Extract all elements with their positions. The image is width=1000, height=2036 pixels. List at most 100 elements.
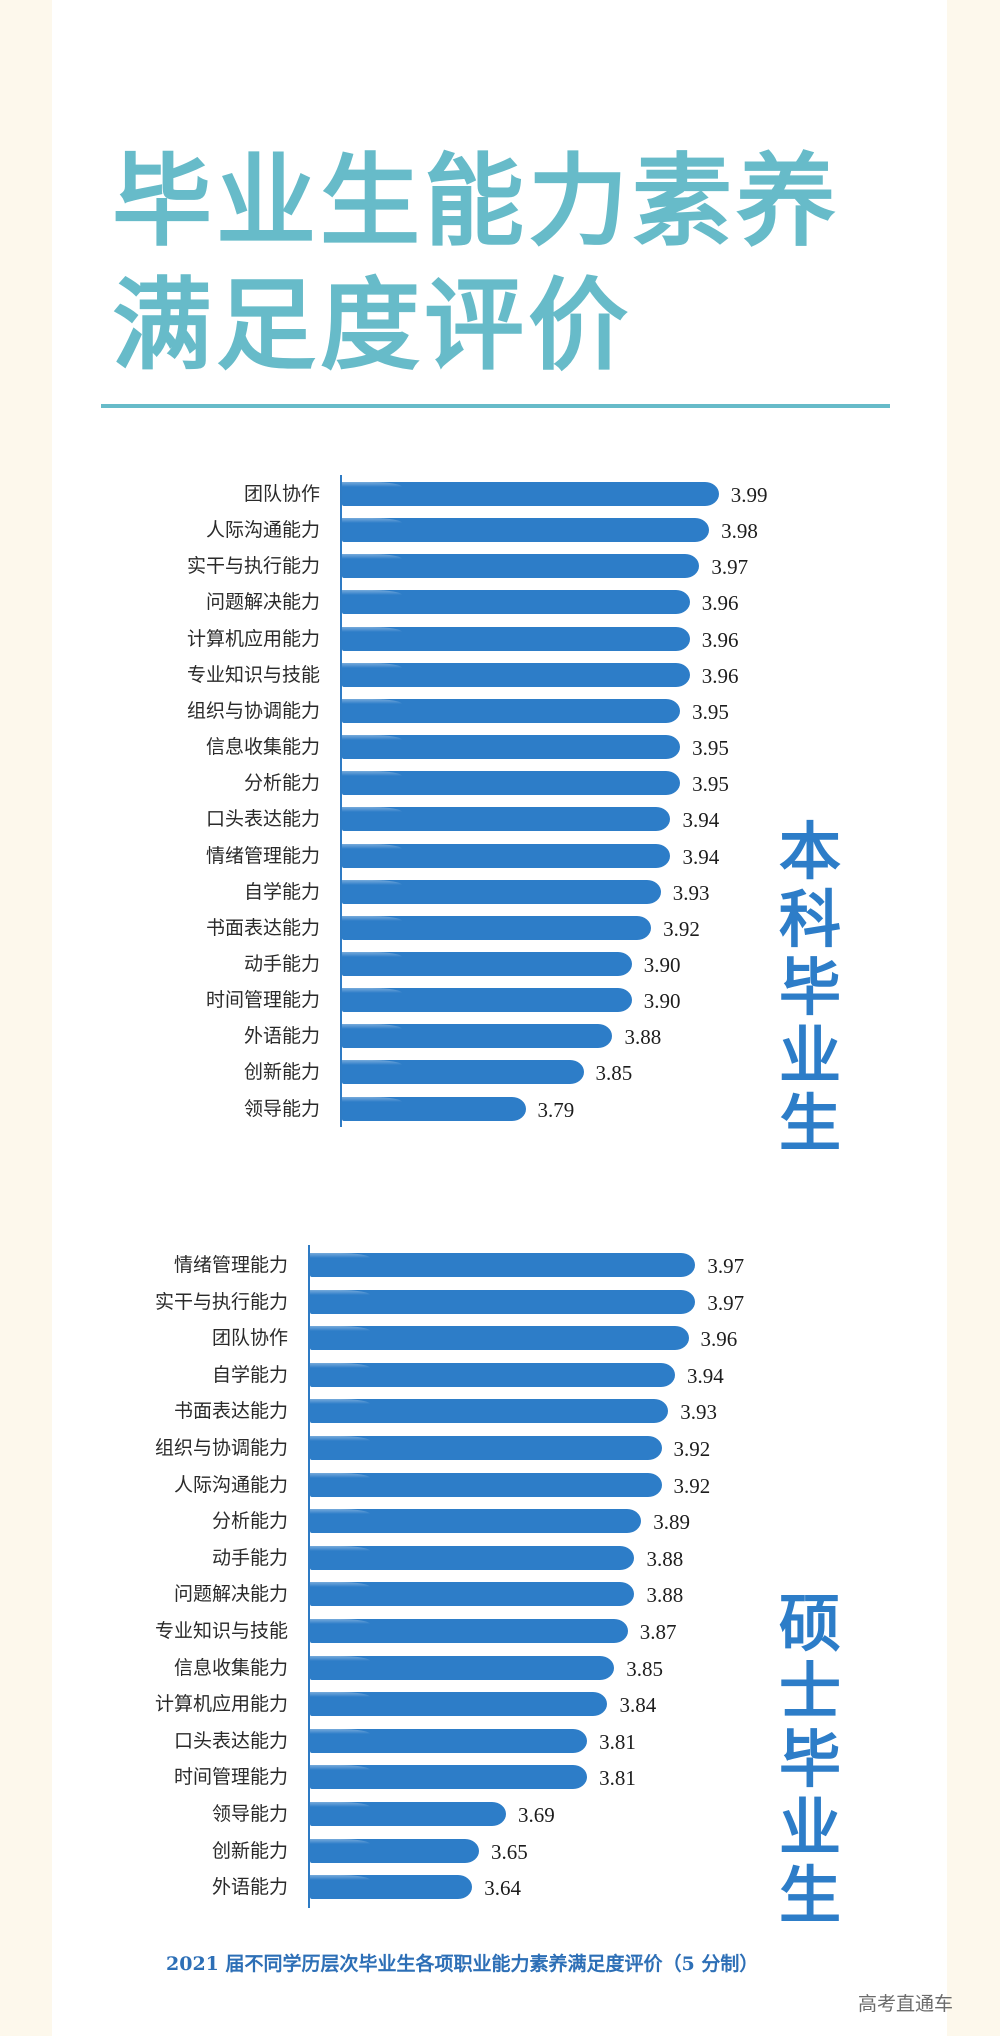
bar-row: 创新能力 3.65 bbox=[0, 1838, 1000, 1864]
value-label: 3.69 bbox=[518, 1803, 555, 1827]
category-label: 计算机应用能力 bbox=[186, 627, 320, 650]
bar bbox=[310, 1655, 615, 1680]
category-label: 口头表达能力 bbox=[173, 1729, 288, 1752]
bar bbox=[342, 590, 690, 615]
value-label: 3.85 bbox=[626, 1656, 663, 1681]
value-label: 3.81 bbox=[599, 1766, 636, 1791]
side-label-char: 毕 bbox=[778, 951, 841, 1024]
bar bbox=[342, 698, 681, 723]
bar-row: 专业知识与技能 3.96 bbox=[0, 662, 1000, 688]
bar bbox=[310, 1509, 642, 1534]
value-label: 3.89 bbox=[653, 1510, 690, 1535]
bar-row: 书面表达能力 3.93 bbox=[0, 1398, 1000, 1424]
chart-caption: 2021 届不同学历层次毕业生各项职业能力素养满足度评价（5 分制） bbox=[166, 1953, 759, 1975]
bar-row: 情绪管理能力 3.97 bbox=[0, 1252, 1000, 1278]
bar-row: 团队协作 3.99 bbox=[0, 481, 1000, 507]
value-label: 3.85 bbox=[595, 1061, 633, 1086]
side-label-char: 毕 bbox=[778, 1723, 841, 1796]
bar bbox=[310, 1545, 635, 1570]
bar bbox=[310, 1765, 588, 1790]
value-label: 3.84 bbox=[619, 1693, 657, 1718]
bar bbox=[342, 843, 671, 868]
category-label: 人际沟通能力 bbox=[173, 1473, 288, 1496]
side-label-char: 科 bbox=[778, 883, 841, 956]
bar-row: 自学能力 3.94 bbox=[0, 1362, 1000, 1388]
category-label: 团队协作 bbox=[243, 483, 320, 505]
bar-row: 口头表达能力 3.94 bbox=[0, 806, 1000, 832]
category-label: 自学能力 bbox=[211, 1363, 288, 1386]
bar bbox=[310, 1582, 635, 1607]
bar-row: 分析能力 3.89 bbox=[0, 1508, 1000, 1534]
side-label-char: 士 bbox=[778, 1655, 841, 1728]
title-line-1: 毕业生能力素养 bbox=[112, 143, 840, 260]
value-label: 3.92 bbox=[663, 916, 700, 941]
y-axis-line bbox=[340, 475, 342, 1127]
bar bbox=[342, 879, 661, 904]
bar-row: 书面表达能力 3.92 bbox=[0, 915, 1000, 941]
category-label: 实干与执行能力 bbox=[186, 555, 320, 578]
bar-row: 组织与协调能力 3.92 bbox=[0, 1435, 1000, 1461]
value-label: 3.96 bbox=[700, 1327, 738, 1352]
value-label: 3.92 bbox=[673, 1473, 711, 1498]
bar bbox=[342, 1096, 526, 1121]
value-label: 3.93 bbox=[680, 1400, 718, 1425]
watermark: 高考直通车 bbox=[858, 1993, 954, 2015]
bar-row: 人际沟通能力 3.98 bbox=[0, 517, 1000, 543]
bar bbox=[342, 662, 690, 687]
bar bbox=[310, 1399, 669, 1424]
bar bbox=[310, 1728, 588, 1753]
title-line-2: 满足度评价 bbox=[112, 267, 632, 384]
value-label: 3.97 bbox=[707, 1254, 745, 1278]
value-label: 3.95 bbox=[692, 772, 729, 797]
bar-chart-undergraduate: 团队协作 3.99 人际沟通能力 3.98 实干与执行能力 3.97 问题解决能力 3.96 计… bbox=[0, 475, 1000, 1127]
bar bbox=[342, 988, 632, 1013]
category-label: 创新能力 bbox=[243, 1061, 320, 1084]
value-label: 3.98 bbox=[721, 519, 758, 544]
bar bbox=[342, 626, 690, 651]
value-label: 3.94 bbox=[682, 844, 720, 869]
bar-row: 创新能力 3.85 bbox=[0, 1059, 1000, 1085]
bar bbox=[342, 915, 652, 940]
bar-row: 分析能力 3.95 bbox=[0, 770, 1000, 796]
category-label: 分析能力 bbox=[211, 1510, 288, 1533]
bar bbox=[310, 1619, 628, 1643]
category-label: 情绪管理能力 bbox=[173, 1254, 288, 1276]
value-label: 3.88 bbox=[646, 1546, 684, 1571]
category-label: 实干与执行能力 bbox=[154, 1290, 288, 1313]
bar bbox=[310, 1802, 507, 1826]
bar-row: 口头表达能力 3.81 bbox=[0, 1728, 1000, 1754]
side-label-master: 硕士毕业生 bbox=[775, 1590, 845, 1930]
bar-row: 组织与协调能力 3.95 bbox=[0, 698, 1000, 724]
bar-row: 时间管理能力 3.81 bbox=[0, 1764, 1000, 1790]
side-label-undergraduate: 本科毕业生 bbox=[775, 818, 845, 1158]
category-label: 时间管理能力 bbox=[205, 989, 320, 1012]
bar-row: 动手能力 3.88 bbox=[0, 1545, 1000, 1571]
category-label: 外语能力 bbox=[211, 1876, 288, 1899]
bar-row: 专业知识与技能 3.87 bbox=[0, 1618, 1000, 1644]
value-label: 3.65 bbox=[491, 1839, 528, 1864]
bar bbox=[310, 1436, 662, 1460]
category-label: 信息收集能力 bbox=[173, 1656, 288, 1679]
category-label: 动手能力 bbox=[243, 952, 320, 975]
bar bbox=[342, 554, 700, 579]
value-label: 3.90 bbox=[643, 952, 681, 977]
bar bbox=[342, 482, 719, 506]
bar bbox=[342, 1060, 584, 1085]
bar-row: 人际沟通能力 3.92 bbox=[0, 1472, 1000, 1498]
value-label: 3.81 bbox=[599, 1729, 636, 1754]
category-label: 专业知识与技能 bbox=[186, 663, 320, 686]
bar-row: 时间管理能力 3.90 bbox=[0, 987, 1000, 1013]
value-label: 3.95 bbox=[692, 736, 729, 761]
bar-row: 动手能力 3.90 bbox=[0, 951, 1000, 977]
side-label-char: 硕 bbox=[778, 1587, 841, 1660]
bar bbox=[310, 1362, 676, 1387]
category-label: 领导能力 bbox=[243, 1097, 320, 1120]
value-label: 3.94 bbox=[687, 1363, 724, 1388]
value-label: 3.88 bbox=[624, 1025, 662, 1050]
value-label: 3.94 bbox=[682, 808, 720, 833]
bar-row: 信息收集能力 3.95 bbox=[0, 734, 1000, 760]
bar-row: 领导能力 3.69 bbox=[0, 1801, 1000, 1827]
value-label: 3.79 bbox=[537, 1097, 575, 1122]
value-label: 3.64 bbox=[484, 1876, 521, 1901]
